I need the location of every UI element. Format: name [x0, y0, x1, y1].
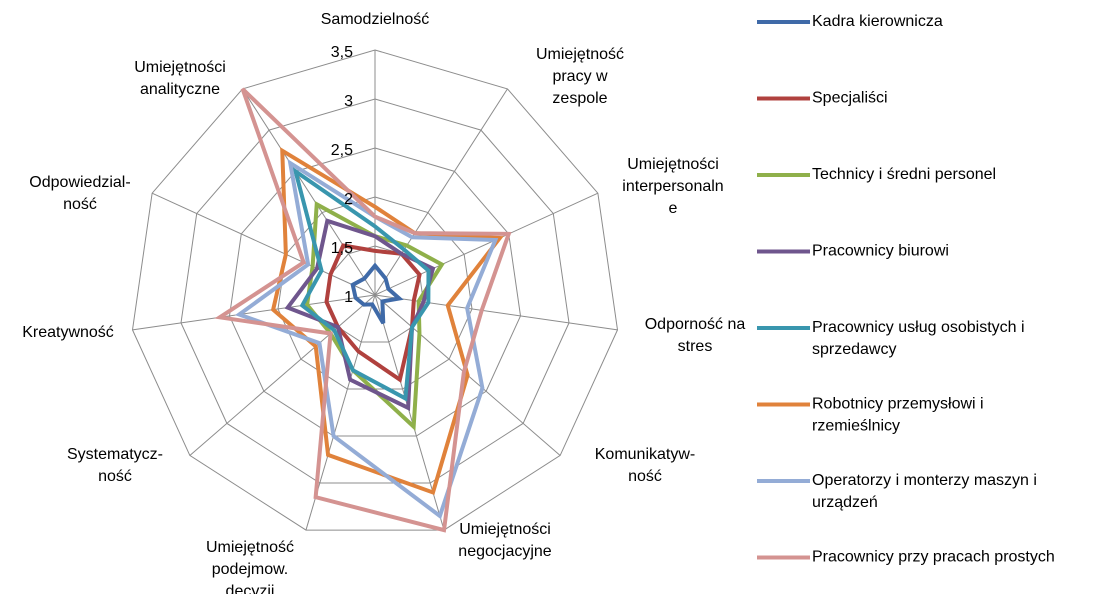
tick-label: 1,5 — [331, 240, 353, 257]
category-label: Odpowiedzial-ność — [29, 174, 130, 213]
legend-label: Kadra kierownicza — [812, 13, 943, 30]
category-label: Umiejętności analityczne — [134, 59, 226, 98]
spoke — [374, 192, 599, 296]
category-label: Komunikatyw-ność — [595, 446, 695, 485]
series-line — [292, 166, 431, 402]
tick-label: 2 — [344, 191, 353, 208]
category-label: Umiejętności interpersonaln e — [622, 156, 723, 217]
spoke — [132, 294, 376, 331]
category-label: Systematycz-ność — [67, 446, 163, 485]
grid-ring — [228, 147, 522, 437]
series-line — [324, 243, 422, 383]
tick-label: 3,5 — [331, 44, 353, 61]
category-label: Umiejętności negocjacyjne — [458, 521, 552, 560]
series-line — [234, 158, 499, 520]
grid-ring — [131, 49, 619, 531]
spoke — [374, 88, 508, 296]
legend-label: Pracownicy usług osobistych i sprzedawcy — [812, 319, 1025, 358]
category-label: Kreatywność — [22, 324, 114, 341]
series-line — [350, 262, 404, 325]
category-label: Odporność na stres — [645, 316, 746, 355]
grid-ring — [180, 98, 570, 484]
legend-label: Operatorzy i monterzy maszyn i urządzeń — [812, 472, 1037, 511]
spoke — [242, 88, 376, 296]
spoke — [189, 294, 376, 456]
category-label: Umiejętność podejmow. decyzji — [206, 539, 294, 594]
category-label: Samodzielność — [321, 11, 430, 28]
category-label: Umiejętność pracy w zespole — [536, 46, 624, 107]
tick-label: 3 — [344, 93, 353, 110]
series-line — [214, 87, 512, 533]
tick-label: 2,5 — [331, 142, 353, 159]
legend-label: Pracownicy biurowi — [812, 243, 949, 260]
legend-label: Robotnicy przemysłowi i rzemieślnicy — [812, 396, 984, 435]
spoke — [151, 192, 376, 296]
legend-label: Pracownicy przy pracach prostych — [812, 549, 1055, 566]
series-line — [304, 201, 445, 431]
legend-label: Specjaliści — [812, 90, 888, 107]
tick-label: 1 — [344, 289, 353, 306]
legend-label: Technicy i średni personel — [812, 166, 996, 183]
